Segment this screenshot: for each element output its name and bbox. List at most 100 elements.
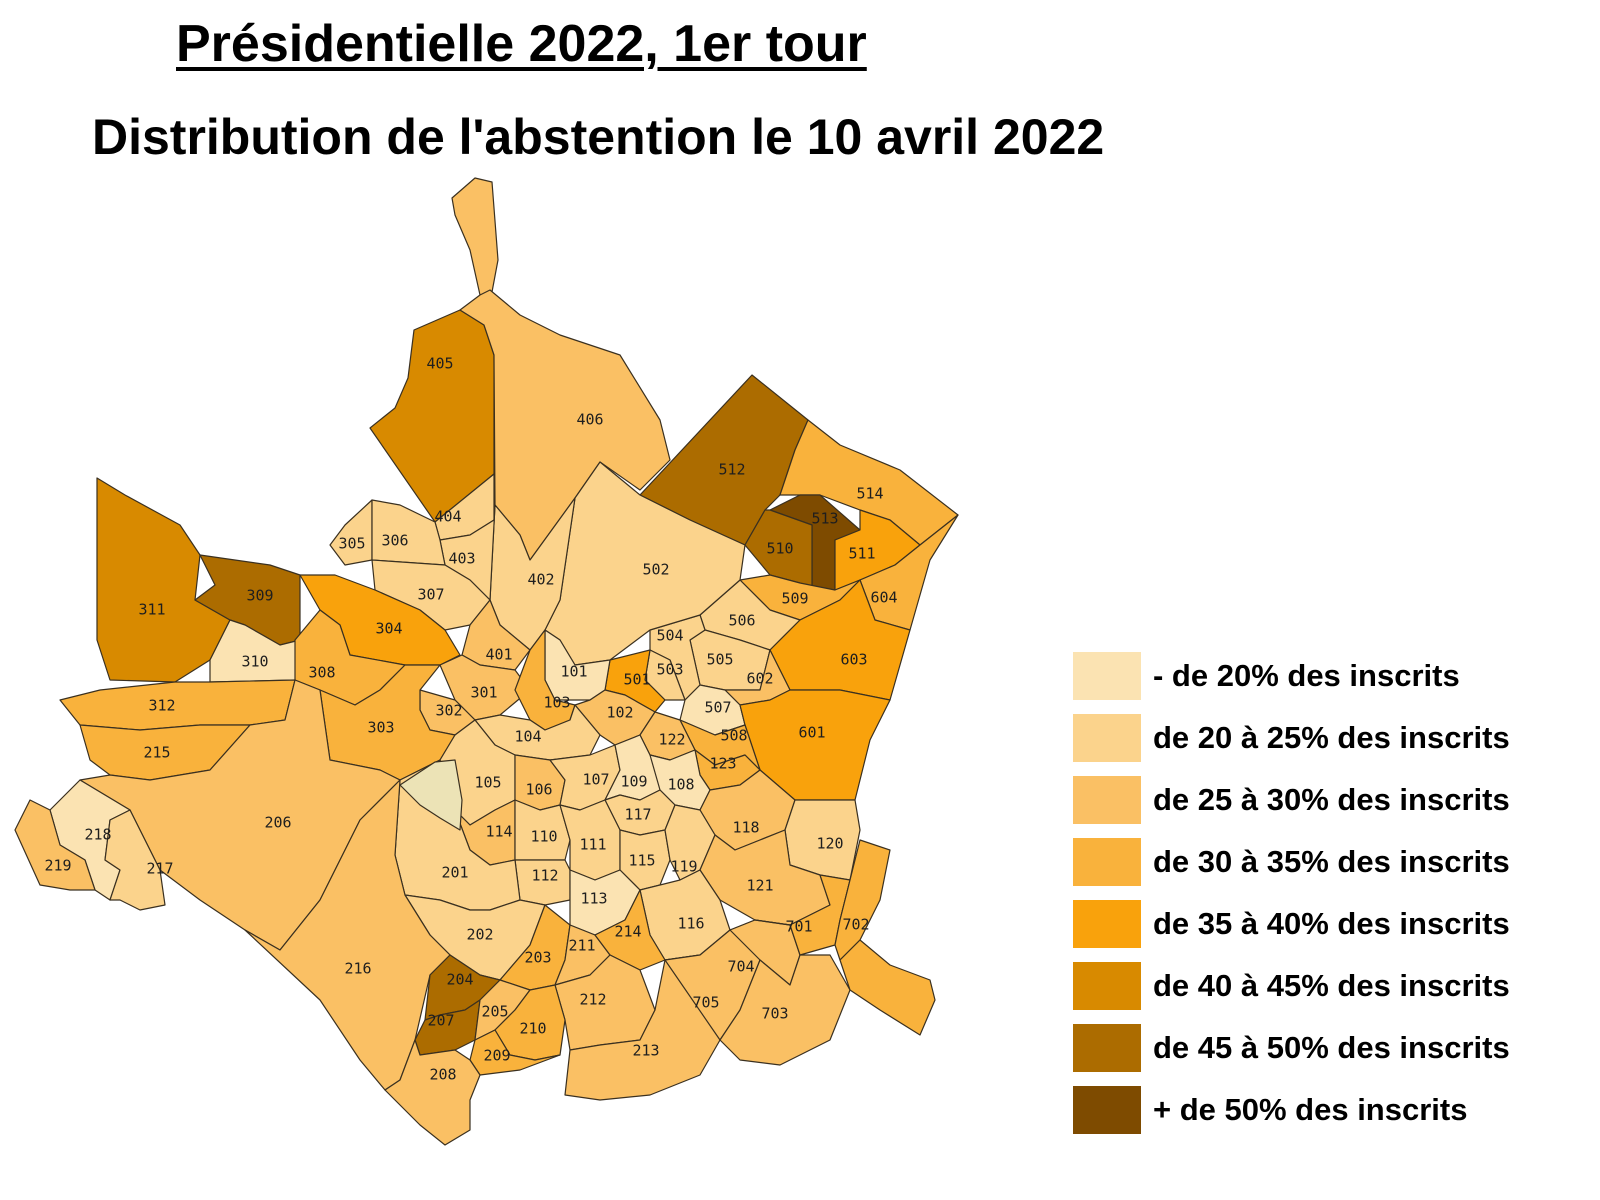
district-label-308: 308	[308, 664, 335, 682]
district-label-219: 219	[44, 857, 71, 875]
district-label-111: 111	[579, 836, 606, 854]
district-305	[329, 499, 373, 566]
district-label-203: 203	[524, 949, 551, 967]
district-label-510: 510	[766, 540, 793, 558]
district-label-114: 114	[485, 823, 512, 841]
district-label-503: 503	[656, 661, 683, 679]
legend-label: de 20 à 25% des inscrits	[1153, 720, 1510, 755]
district-label-302: 302	[435, 702, 462, 720]
unlabeled-area	[399, 759, 463, 831]
district-label-405: 405	[426, 355, 453, 373]
district-label-121: 121	[746, 877, 773, 895]
district-label-117: 117	[624, 806, 651, 824]
district-label-514: 514	[856, 485, 883, 503]
district-label-108: 108	[667, 776, 694, 794]
district-label-208: 208	[429, 1066, 456, 1084]
district-label-604: 604	[870, 589, 897, 607]
district-label-110: 110	[530, 828, 557, 846]
district-label-507: 507	[704, 699, 731, 717]
district-label-213: 213	[632, 1042, 659, 1060]
district-label-303: 303	[367, 719, 394, 737]
district-label-122: 122	[658, 731, 685, 749]
district-216	[244, 779, 451, 1091]
legend-label: + de 50% des inscrits	[1153, 1092, 1468, 1127]
abstention-choropleth-map: 405 406 512 514 513 510 511 604 509 506 603 505 504 6…	[14, 177, 959, 1146]
district-label-101: 101	[560, 663, 587, 681]
legend-swatch	[1073, 714, 1141, 762]
district-label-105: 105	[474, 774, 501, 792]
district-311	[96, 477, 231, 683]
district-label-106: 106	[525, 781, 552, 799]
district-406-tail	[451, 177, 499, 296]
district-703	[719, 954, 851, 1066]
district-label-104: 104	[514, 728, 541, 746]
district-label-204: 204	[446, 971, 473, 989]
legend-swatch	[1073, 962, 1141, 1010]
district-702-spur	[839, 939, 936, 1036]
district-label-704: 704	[727, 958, 754, 976]
district-label-118: 118	[732, 819, 759, 837]
legend-item: de 35 à 40% des inscrits	[1073, 900, 1510, 948]
legend-swatch	[1073, 1086, 1141, 1134]
district-label-113: 113	[580, 890, 607, 908]
district-406	[459, 289, 671, 561]
legend-item: de 45 à 50% des inscrits	[1073, 1024, 1510, 1072]
legend-label: de 45 à 50% des inscrits	[1153, 1030, 1510, 1065]
district-label-210: 210	[519, 1020, 546, 1038]
district-label-311: 311	[138, 601, 165, 619]
district-label-509: 509	[781, 590, 808, 608]
district-label-102: 102	[606, 704, 633, 722]
district-label-705: 705	[692, 994, 719, 1012]
legend-swatch	[1073, 900, 1141, 948]
district-label-506: 506	[728, 612, 755, 630]
district-label-216: 216	[344, 960, 371, 978]
legend-label: de 40 à 45% des inscrits	[1153, 968, 1510, 1003]
legend-item: de 30 à 35% des inscrits	[1073, 838, 1510, 886]
map-subtitle: Distribution de l'abstention le 10 avril…	[92, 109, 1105, 165]
legend-label: - de 20% des inscrits	[1153, 658, 1460, 693]
district-label-502: 502	[642, 561, 669, 579]
district-label-513: 513	[811, 510, 838, 528]
district-label-511: 511	[848, 545, 875, 563]
district-label-309: 309	[246, 587, 273, 605]
district-label-116: 116	[677, 915, 704, 933]
district-label-123: 123	[709, 755, 736, 773]
district-label-206: 206	[264, 814, 291, 832]
district-label-505: 505	[706, 651, 733, 669]
district-label-508: 508	[720, 727, 747, 745]
legend-item: de 40 à 45% des inscrits	[1073, 962, 1510, 1010]
district-label-501: 501	[623, 671, 650, 689]
district-label-107: 107	[582, 771, 609, 789]
district-label-201: 201	[441, 864, 468, 882]
district-label-404: 404	[434, 508, 461, 526]
district-label-310: 310	[241, 653, 268, 671]
district-label-119: 119	[670, 858, 697, 876]
legend-label: de 30 à 35% des inscrits	[1153, 844, 1510, 879]
district-label-312: 312	[148, 697, 175, 715]
district-label-115: 115	[628, 852, 655, 870]
district-label-401: 401	[485, 646, 512, 664]
district-label-307: 307	[417, 586, 444, 604]
district-label-214: 214	[614, 923, 641, 941]
district-312	[59, 679, 296, 731]
district-label-215: 215	[143, 744, 170, 762]
district-label-120: 120	[816, 835, 843, 853]
legend-swatch	[1073, 838, 1141, 886]
district-label-504: 504	[656, 627, 683, 645]
legend-swatch	[1073, 776, 1141, 824]
legend-label: de 25 à 30% des inscrits	[1153, 782, 1510, 817]
district-label-601: 601	[798, 724, 825, 742]
district-label-304: 304	[375, 620, 402, 638]
district-label-702: 702	[842, 916, 869, 934]
district-label-406: 406	[576, 411, 603, 429]
district-208	[384, 1039, 481, 1146]
legend-item: - de 20% des inscrits	[1073, 652, 1460, 700]
district-label-403: 403	[448, 550, 475, 568]
legend-item: de 20 à 25% des inscrits	[1073, 714, 1510, 762]
district-label-305: 305	[338, 535, 365, 553]
district-121	[699, 829, 831, 926]
district-label-207: 207	[427, 1012, 454, 1030]
district-206	[79, 679, 401, 951]
district-label-103: 103	[543, 694, 570, 712]
district-label-217: 217	[146, 860, 173, 878]
